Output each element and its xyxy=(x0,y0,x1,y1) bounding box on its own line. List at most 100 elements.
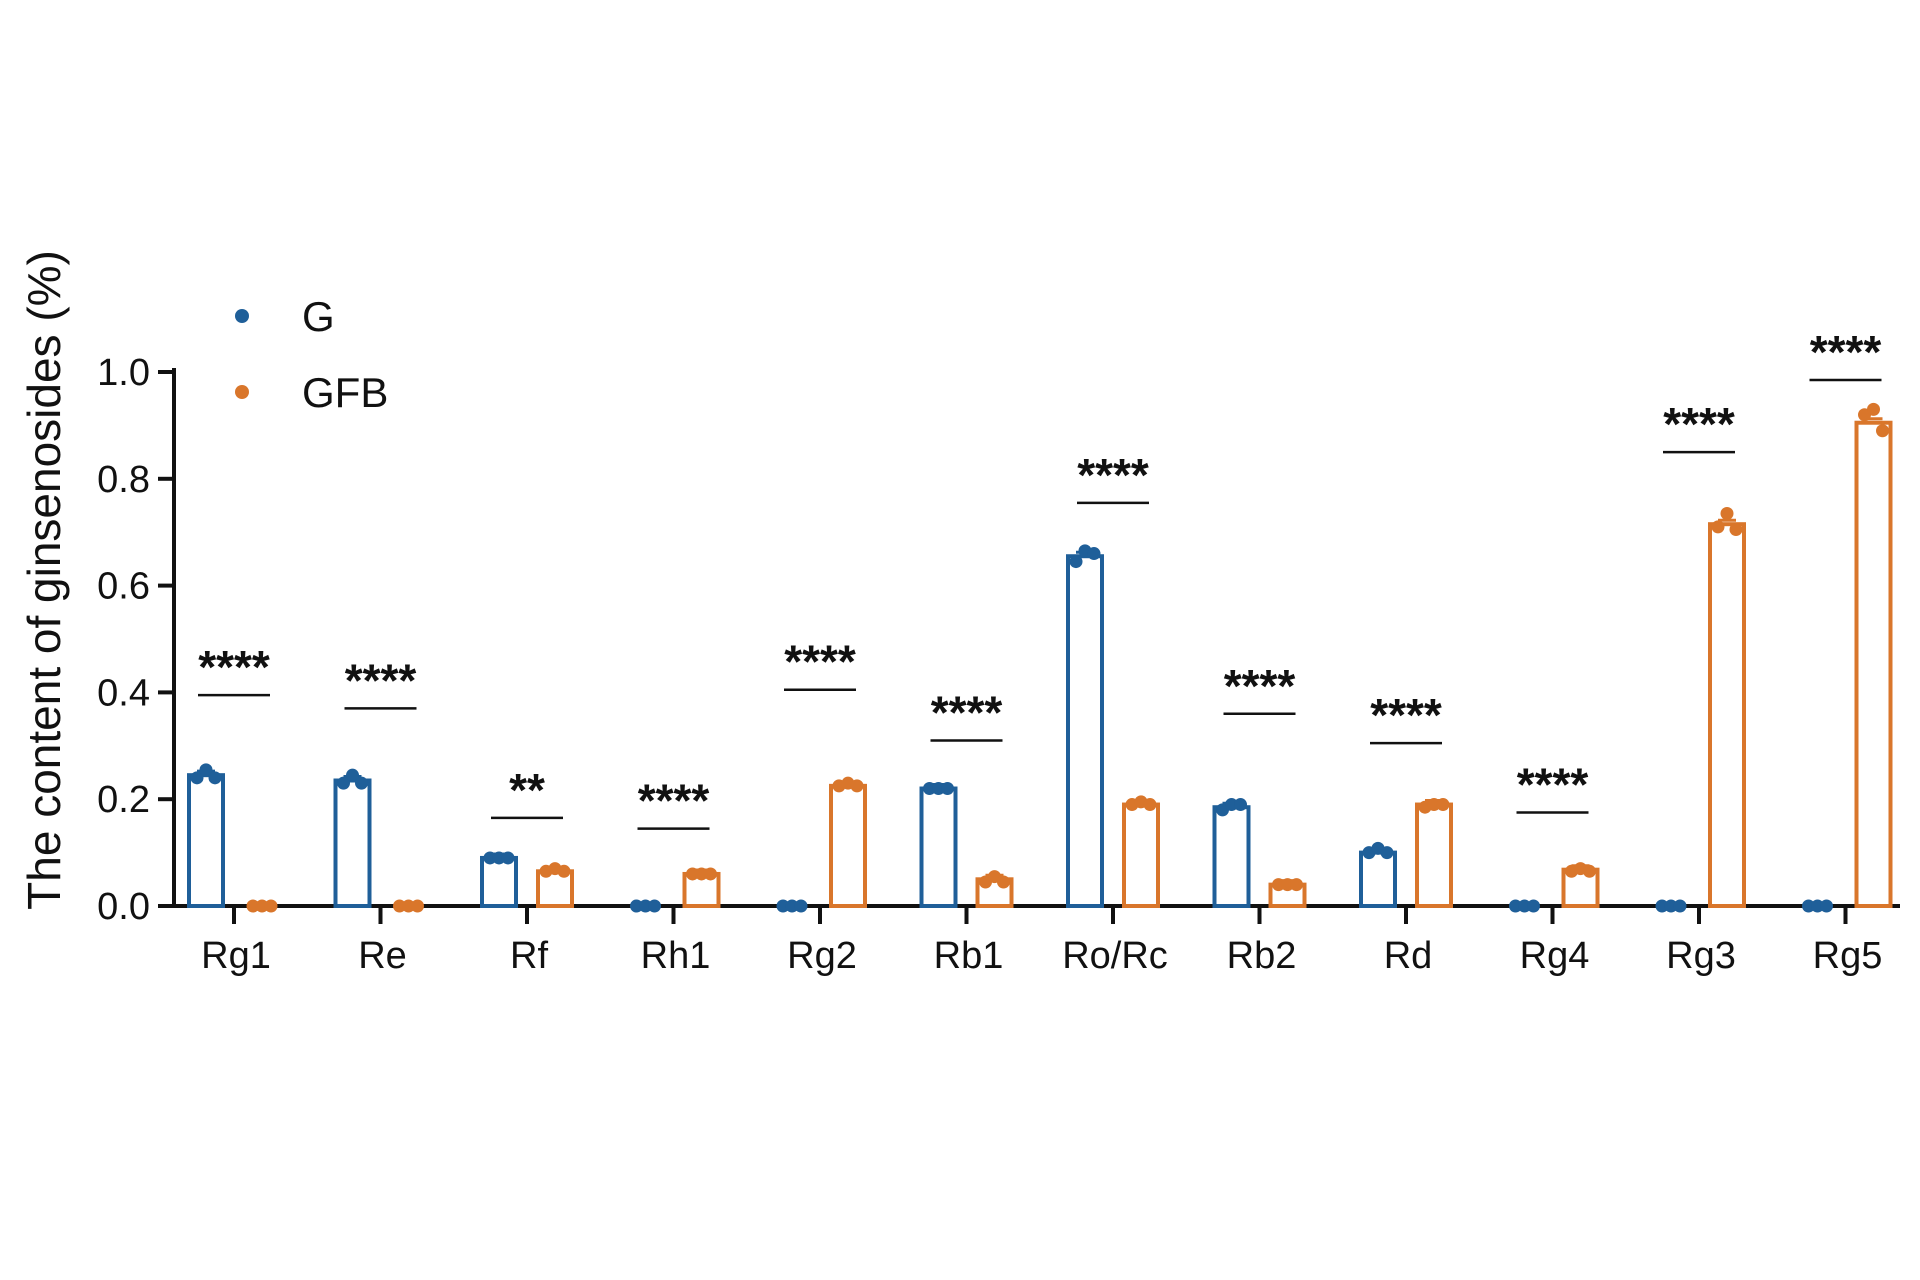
y-tick-label: 0.4 xyxy=(97,672,150,714)
data-points xyxy=(190,402,1889,913)
x-tick-label: Rg1 xyxy=(201,935,271,977)
data-point xyxy=(850,779,864,793)
data-point xyxy=(199,763,213,777)
data-point xyxy=(785,899,799,913)
data-point xyxy=(1087,547,1101,561)
data-point xyxy=(337,776,350,790)
data-point xyxy=(1527,899,1540,913)
data-point xyxy=(1427,798,1441,812)
data-point xyxy=(1518,899,1531,913)
legend: G GFB xyxy=(235,293,388,416)
x-tick-label: Rb1 xyxy=(934,935,1004,977)
data-point xyxy=(1811,899,1824,913)
data-point xyxy=(648,899,661,913)
data-point xyxy=(1802,899,1815,913)
bar xyxy=(1359,850,1397,908)
data-point xyxy=(264,899,278,913)
data-point xyxy=(346,768,359,782)
x-tick-label: Rg5 xyxy=(1813,935,1883,977)
data-point xyxy=(255,899,269,913)
data-point xyxy=(794,899,808,913)
y-axis-label: The content of ginsenosides (%) xyxy=(18,250,70,910)
significance-stars: **** xyxy=(638,775,710,827)
bar xyxy=(187,773,225,908)
bar xyxy=(829,783,867,908)
data-point xyxy=(1069,555,1083,569)
data-point xyxy=(1729,523,1743,537)
data-point xyxy=(1509,899,1522,913)
data-point xyxy=(941,782,954,796)
significance-annotations: **** ****** ******************************… xyxy=(198,326,1882,830)
data-point xyxy=(695,867,708,881)
legend-marker xyxy=(235,309,249,323)
data-point xyxy=(1583,864,1596,878)
data-point xyxy=(557,864,571,878)
significance-stars: **** xyxy=(1077,449,1149,501)
bar xyxy=(1708,522,1746,908)
data-point xyxy=(190,771,204,785)
x-tick-label: Rg2 xyxy=(787,935,857,977)
significance-stars: **** xyxy=(1517,759,1589,811)
y-tick-label: 0.0 xyxy=(97,886,150,928)
data-point xyxy=(1380,846,1394,860)
bar xyxy=(1212,805,1251,909)
data-point xyxy=(1820,899,1833,913)
x-tick-label: Rg3 xyxy=(1666,935,1736,977)
data-point xyxy=(1876,424,1889,438)
data-point xyxy=(1436,798,1450,812)
significance-stars: **** xyxy=(1663,398,1735,450)
significance-stars: **** xyxy=(931,686,1003,738)
bar xyxy=(1122,802,1160,908)
data-point xyxy=(1673,899,1687,913)
bar xyxy=(1415,802,1453,908)
x-tick-label: Rg4 xyxy=(1520,935,1590,977)
x-tick-label: Rh1 xyxy=(641,935,711,977)
data-point xyxy=(501,851,515,865)
significance-stars: **** xyxy=(784,636,856,688)
bar xyxy=(333,778,372,909)
significance-stars: **** xyxy=(1370,689,1442,741)
data-point xyxy=(483,851,497,865)
data-point xyxy=(492,851,506,865)
data-point xyxy=(1664,899,1678,913)
data-point xyxy=(997,875,1010,889)
data-point xyxy=(1290,878,1303,892)
data-point xyxy=(1272,878,1285,892)
data-point xyxy=(393,899,406,913)
y-tick-label: 0.2 xyxy=(97,779,150,821)
x-axis: Rg1 Re Rf Rh1 Rg2 Rb1 Ro/Rc Rb2 Rd Rg4 Rg3 Rg5 xyxy=(172,904,1900,977)
data-point xyxy=(402,899,415,913)
significance-stars: **** xyxy=(198,641,270,693)
x-tick-label: Re xyxy=(358,935,407,977)
x-tick-label: Rf xyxy=(510,935,548,977)
bar xyxy=(1066,554,1104,908)
y-tick-label: 0.8 xyxy=(97,459,150,501)
x-tick-label: Rd xyxy=(1384,935,1433,977)
y-tick-label: 1.0 xyxy=(97,352,150,394)
data-point xyxy=(1143,798,1157,812)
y-axis: 0.0 0.2 0.4 0.6 0.8 1.0 xyxy=(97,352,176,928)
data-point xyxy=(630,899,643,913)
data-point xyxy=(1720,507,1734,521)
data-point xyxy=(355,776,368,790)
data-point xyxy=(704,867,717,881)
data-point xyxy=(923,782,936,796)
x-tick-label: Rb2 xyxy=(1227,935,1297,977)
legend-marker xyxy=(235,385,249,399)
data-point xyxy=(1655,899,1669,913)
significance-stars: **** xyxy=(1810,326,1882,378)
data-point xyxy=(1281,878,1294,892)
bar xyxy=(919,786,958,909)
data-point xyxy=(686,867,699,881)
bars xyxy=(187,417,1893,909)
significance-stars: ** xyxy=(509,764,545,816)
data-point xyxy=(246,899,260,913)
y-tick-label: 0.6 xyxy=(97,566,150,608)
legend-label: G xyxy=(302,293,335,340)
bar xyxy=(480,855,518,909)
significance-stars: **** xyxy=(345,654,417,706)
data-point xyxy=(1225,798,1238,812)
data-point xyxy=(1711,520,1725,534)
data-point xyxy=(1234,798,1247,812)
data-point xyxy=(1867,402,1880,416)
